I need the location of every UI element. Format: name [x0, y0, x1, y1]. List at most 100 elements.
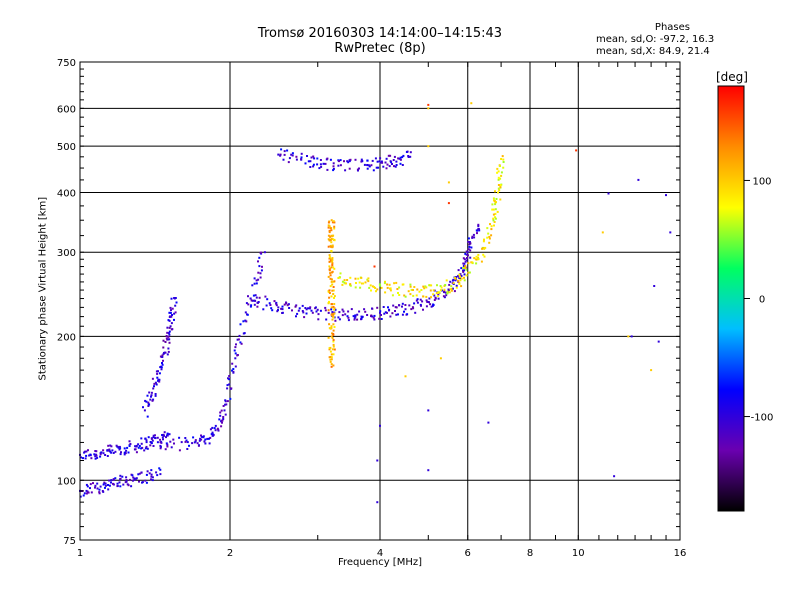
trace-point [329, 272, 332, 275]
trace-point [328, 268, 331, 271]
trace-point [96, 482, 99, 485]
trace-point [180, 441, 183, 444]
trace-point [168, 333, 171, 336]
trace-point [433, 294, 436, 297]
trace-point [422, 308, 424, 311]
trace-point [332, 165, 335, 168]
trace-point [331, 348, 334, 351]
colorbar-tick-label: -100 [751, 413, 774, 424]
trace-point [492, 197, 495, 200]
trace-point [158, 378, 161, 381]
trace-point [497, 176, 500, 179]
trace-point [330, 241, 333, 244]
trace-point [305, 312, 308, 315]
trace-point [286, 149, 289, 152]
trace-point [404, 308, 407, 311]
trace-point [386, 286, 389, 289]
trace-point [384, 280, 386, 283]
trace-point [85, 489, 88, 492]
trace-point [404, 295, 407, 298]
trace-point [471, 235, 474, 238]
trace-point [451, 287, 454, 290]
trace-point [394, 310, 396, 312]
y-tick-label: 75 [63, 536, 76, 547]
trace-point [145, 400, 148, 403]
x-axis-label: Frequency [MHz] [337, 557, 423, 568]
trace-point [386, 163, 389, 166]
trace-point [494, 190, 496, 193]
noise-point [630, 335, 633, 338]
trace-point [154, 437, 157, 439]
trace-point [319, 163, 322, 166]
x-tick-label: 8 [527, 548, 533, 559]
trace-point [436, 295, 439, 298]
trace-point [366, 164, 369, 166]
trace-point [104, 484, 107, 487]
trace-point [473, 257, 476, 260]
trace-point [354, 277, 357, 280]
trace-point [399, 156, 402, 159]
trace-point [159, 441, 162, 444]
trace-point [415, 294, 418, 297]
trace-point [469, 256, 472, 259]
trace-point [343, 160, 345, 163]
trace-point [386, 311, 388, 314]
trace-point [330, 280, 333, 283]
y-tick-label: 500 [57, 142, 76, 153]
trace-point [469, 249, 472, 252]
trace-point [381, 161, 384, 164]
trace-point [360, 158, 363, 161]
trace-point [145, 445, 148, 448]
trace-point [108, 484, 111, 487]
trace-point [341, 314, 344, 317]
trace-point [167, 319, 170, 322]
trace-point [494, 201, 497, 204]
trace-point [262, 308, 265, 311]
trace-point [260, 269, 263, 272]
trace-point [247, 295, 249, 298]
trace-point [161, 363, 164, 366]
noise-point [447, 202, 450, 205]
trace-point [437, 293, 440, 296]
trace-point [331, 318, 334, 321]
trace-point [306, 155, 308, 157]
trace-point [256, 301, 259, 304]
trace-point [398, 286, 401, 289]
trace-point [221, 421, 223, 424]
trace-point [140, 447, 143, 450]
trace-point [333, 221, 336, 224]
trace-point [367, 277, 370, 280]
trace-point [87, 449, 89, 452]
trace-point [326, 157, 329, 160]
trace-point [494, 208, 497, 211]
trace-point [235, 343, 237, 346]
trace-point [434, 296, 437, 299]
trace-point [467, 254, 469, 257]
trace-point [457, 269, 460, 272]
trace-point [454, 276, 456, 279]
trace-point [499, 186, 502, 189]
trace-point [171, 328, 174, 331]
trace-point [331, 245, 334, 248]
trace-point [412, 307, 415, 310]
trace-point [246, 313, 249, 316]
trace-point [154, 393, 157, 395]
trace-point [309, 166, 312, 168]
trace-point [339, 159, 342, 162]
phase-stats-o-values: -97.2, 16.3 [659, 34, 715, 45]
trace-point [212, 434, 215, 437]
trace-point [354, 315, 357, 318]
trace-point [332, 293, 335, 295]
trace-point [140, 437, 143, 440]
trace-point [119, 447, 122, 450]
trace-point [440, 286, 443, 289]
trace-point [364, 281, 367, 284]
trace-point [199, 437, 202, 440]
trace-point [378, 160, 381, 163]
trace-point [328, 256, 331, 259]
trace-point [162, 346, 165, 349]
trace-point [467, 271, 470, 274]
trace-point [452, 282, 455, 285]
trace-point [108, 479, 111, 482]
trace-point [332, 289, 335, 292]
